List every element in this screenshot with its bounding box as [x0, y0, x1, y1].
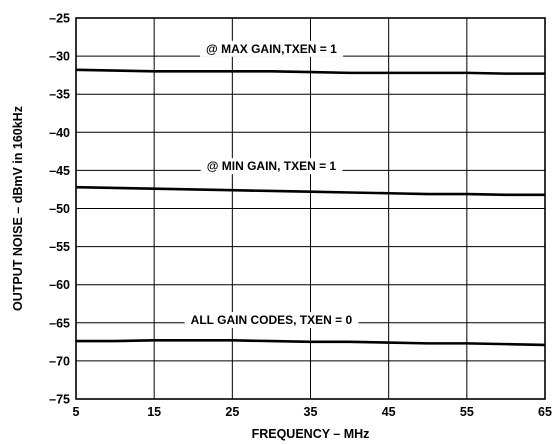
y-tick-labels: –25 –30 –35 –40 –45 –50 –55 –60 –65 –70 –75 — [49, 12, 70, 407]
annotation-background — [200, 158, 343, 175]
series-annotation-text: ALL GAIN CODES, TXEN = 0 — [191, 313, 353, 327]
plot-frame — [75, 17, 546, 400]
annotation-background — [184, 312, 359, 329]
y-tick-label: –60 — [49, 278, 70, 292]
y-tick-label: –35 — [49, 88, 70, 102]
y-tick-label: –65 — [49, 316, 70, 330]
y-axis-title: OUTPUT NOISE – dBmV in 160kHz — [11, 106, 25, 311]
x-axis-title: FREQUENCY – MHz — [252, 427, 370, 441]
annotation-background — [200, 40, 344, 57]
x-tick-labels: 5 15 25 35 45 55 65 — [73, 405, 552, 419]
y-tick-label: –50 — [49, 202, 70, 216]
series-annotation-text: @ MAX GAIN,TXEN = 1 — [206, 42, 337, 56]
series-annotation-1: @ MAX GAIN,TXEN = 1 — [200, 40, 344, 57]
y-tick-label: –40 — [49, 126, 70, 140]
series-annotation-3: ALL GAIN CODES, TXEN = 0 — [184, 312, 359, 329]
x-tick-label: 15 — [147, 405, 161, 419]
x-tick-label: 65 — [538, 405, 552, 419]
y-tick-label: –75 — [49, 393, 70, 407]
series-line-1 — [75, 68, 545, 75]
y-tick-label: –25 — [49, 12, 70, 26]
series-lines — [75, 68, 546, 347]
y-tick-label: –70 — [49, 354, 70, 368]
series-annotations: @ MAX GAIN,TXEN = 1 @ MIN GAIN, TXEN = 1 A… — [184, 40, 359, 329]
y-tick-label: –45 — [49, 164, 70, 178]
x-tick-label: 55 — [460, 405, 474, 419]
series-annotation-text: @ MIN GAIN, TXEN = 1 — [207, 159, 337, 173]
x-tick-label: 45 — [382, 405, 396, 419]
y-tick-label: –30 — [49, 50, 70, 64]
x-tick-label: 5 — [73, 405, 80, 419]
y-tick-label: –55 — [49, 240, 70, 254]
x-tick-label: 35 — [304, 405, 318, 419]
series-line-3 — [76, 339, 546, 347]
x-tick-label: 25 — [225, 405, 239, 419]
series-line-2 — [75, 185, 545, 197]
series-annotation-2: @ MIN GAIN, TXEN = 1 — [200, 158, 343, 175]
